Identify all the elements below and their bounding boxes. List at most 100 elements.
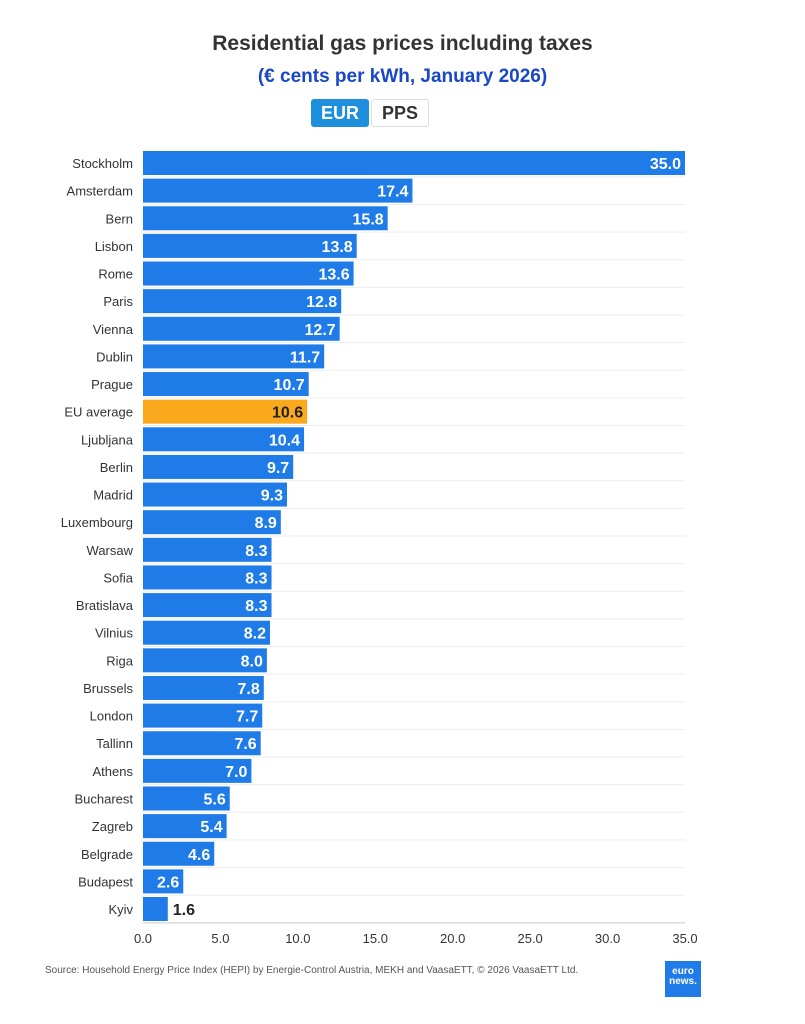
bar-prague — [143, 372, 309, 397]
x-tick-label: 5.0 — [211, 931, 229, 946]
bar-budapest — [143, 869, 184, 894]
category-label: Amsterdam — [67, 184, 133, 199]
bar-riga — [143, 648, 267, 673]
category-label: Lisbon — [95, 239, 133, 254]
data-label: 10.6 — [272, 405, 303, 422]
bar-bern — [143, 206, 388, 231]
data-label: 7.8 — [238, 681, 260, 698]
bar-bucharest — [143, 786, 230, 811]
logo-line-2: news. — [669, 976, 697, 987]
category-label: Belgrade — [81, 847, 133, 862]
bar-stockholm — [143, 151, 685, 175]
category-label: Madrid — [93, 488, 133, 503]
bar-amsterdam — [143, 178, 413, 203]
data-label: 13.6 — [318, 267, 349, 284]
category-label: Riga — [106, 653, 134, 668]
category-label: Prague — [91, 377, 133, 392]
eur-toggle-button[interactable]: EUR — [311, 99, 370, 127]
pps-toggle-button[interactable]: PPS — [371, 99, 430, 127]
data-label: 12.8 — [306, 294, 337, 311]
x-tick-label: 30.0 — [595, 931, 620, 946]
category-label: Athens — [93, 764, 134, 779]
data-label: 10.4 — [269, 432, 300, 449]
data-label: 2.6 — [157, 874, 179, 891]
data-label: 17.4 — [377, 184, 408, 201]
data-label: 12.7 — [305, 322, 336, 339]
bar-bratislava — [143, 593, 272, 618]
bar-lisbon — [143, 233, 357, 258]
chart-title: Residential gas prices including taxes — [212, 32, 593, 55]
category-label: Tallinn — [96, 736, 133, 751]
data-label: 9.3 — [261, 488, 283, 505]
data-label: 1.6 — [173, 902, 195, 919]
category-label: Rome — [98, 267, 133, 282]
bar-chart: Stockholm 35.0 Amsterdam 17.4 Bern 15.8 Lisbon… — [61, 151, 698, 946]
bar-belgrade — [143, 841, 215, 866]
x-tick-label: 0.0 — [134, 931, 152, 946]
data-label: 10.7 — [274, 377, 305, 394]
category-label: Ljubljana — [81, 432, 134, 447]
data-label: 8.2 — [244, 626, 266, 643]
data-label: 5.6 — [203, 791, 225, 808]
category-label: Zagreb — [92, 819, 133, 834]
category-label: Vilnius — [95, 626, 134, 641]
category-label: Stockholm — [72, 156, 133, 171]
bar-madrid — [143, 482, 288, 507]
bar-warsaw — [143, 537, 272, 562]
category-label: Vienna — [93, 322, 134, 337]
currency-toggle: EUR PPS — [311, 99, 430, 127]
category-label: Budapest — [78, 874, 133, 889]
bar-berlin — [143, 454, 294, 479]
bar-eu-average — [143, 399, 308, 424]
category-label: Berlin — [100, 460, 133, 475]
data-label: 7.0 — [225, 764, 247, 781]
bar-london — [143, 703, 263, 728]
data-label: 8.3 — [245, 543, 267, 560]
category-label: Bratislava — [76, 598, 134, 613]
bar-paris — [143, 289, 342, 314]
bar-athens — [143, 758, 252, 783]
data-label: 5.4 — [200, 819, 222, 836]
data-label: 11.7 — [290, 349, 320, 366]
bar-vilnius — [143, 620, 270, 645]
category-label: Sofia — [103, 570, 133, 585]
bar-sofia — [143, 565, 272, 590]
bar-kyiv — [143, 897, 168, 922]
data-label: 8.3 — [245, 570, 267, 587]
data-label: 7.7 — [236, 709, 258, 726]
x-tick-label: 35.0 — [672, 931, 697, 946]
euronews-logo: euro news. — [665, 961, 701, 997]
data-label: 8.9 — [255, 515, 277, 532]
category-label: Warsaw — [87, 543, 134, 558]
category-label: Kyiv — [108, 902, 133, 917]
category-label: Bucharest — [74, 791, 133, 806]
category-label: London — [90, 709, 133, 724]
category-label: Paris — [103, 294, 133, 309]
bar-vienna — [143, 316, 340, 341]
category-label: Bern — [106, 211, 133, 226]
x-tick-label: 10.0 — [285, 931, 310, 946]
bar-tallinn — [143, 731, 261, 756]
bar-zagreb — [143, 814, 227, 839]
category-label: EU average — [64, 405, 133, 420]
bar-rome — [143, 261, 354, 286]
chart-subtitle: (€ cents per kWh, January 2026) — [257, 66, 548, 87]
data-label: 9.7 — [267, 460, 289, 477]
data-label: 13.8 — [322, 239, 353, 256]
bar-luxembourg — [143, 510, 281, 535]
x-tick-label: 25.0 — [517, 931, 542, 946]
data-label: 4.6 — [188, 847, 210, 864]
data-label: 7.6 — [234, 736, 256, 753]
category-label: Luxembourg — [61, 515, 133, 530]
data-label: 15.8 — [353, 211, 384, 228]
bar-dublin — [143, 344, 325, 369]
bar-ljubljana — [143, 427, 305, 452]
category-label: Brussels — [83, 681, 133, 696]
x-tick-label: 20.0 — [440, 931, 465, 946]
bar-brussels — [143, 675, 264, 700]
source-note: Source: Household Energy Price Index (HE… — [45, 965, 579, 976]
category-label: Dublin — [96, 349, 133, 364]
data-label: 8.0 — [241, 653, 263, 670]
data-label: 35.0 — [650, 156, 681, 173]
